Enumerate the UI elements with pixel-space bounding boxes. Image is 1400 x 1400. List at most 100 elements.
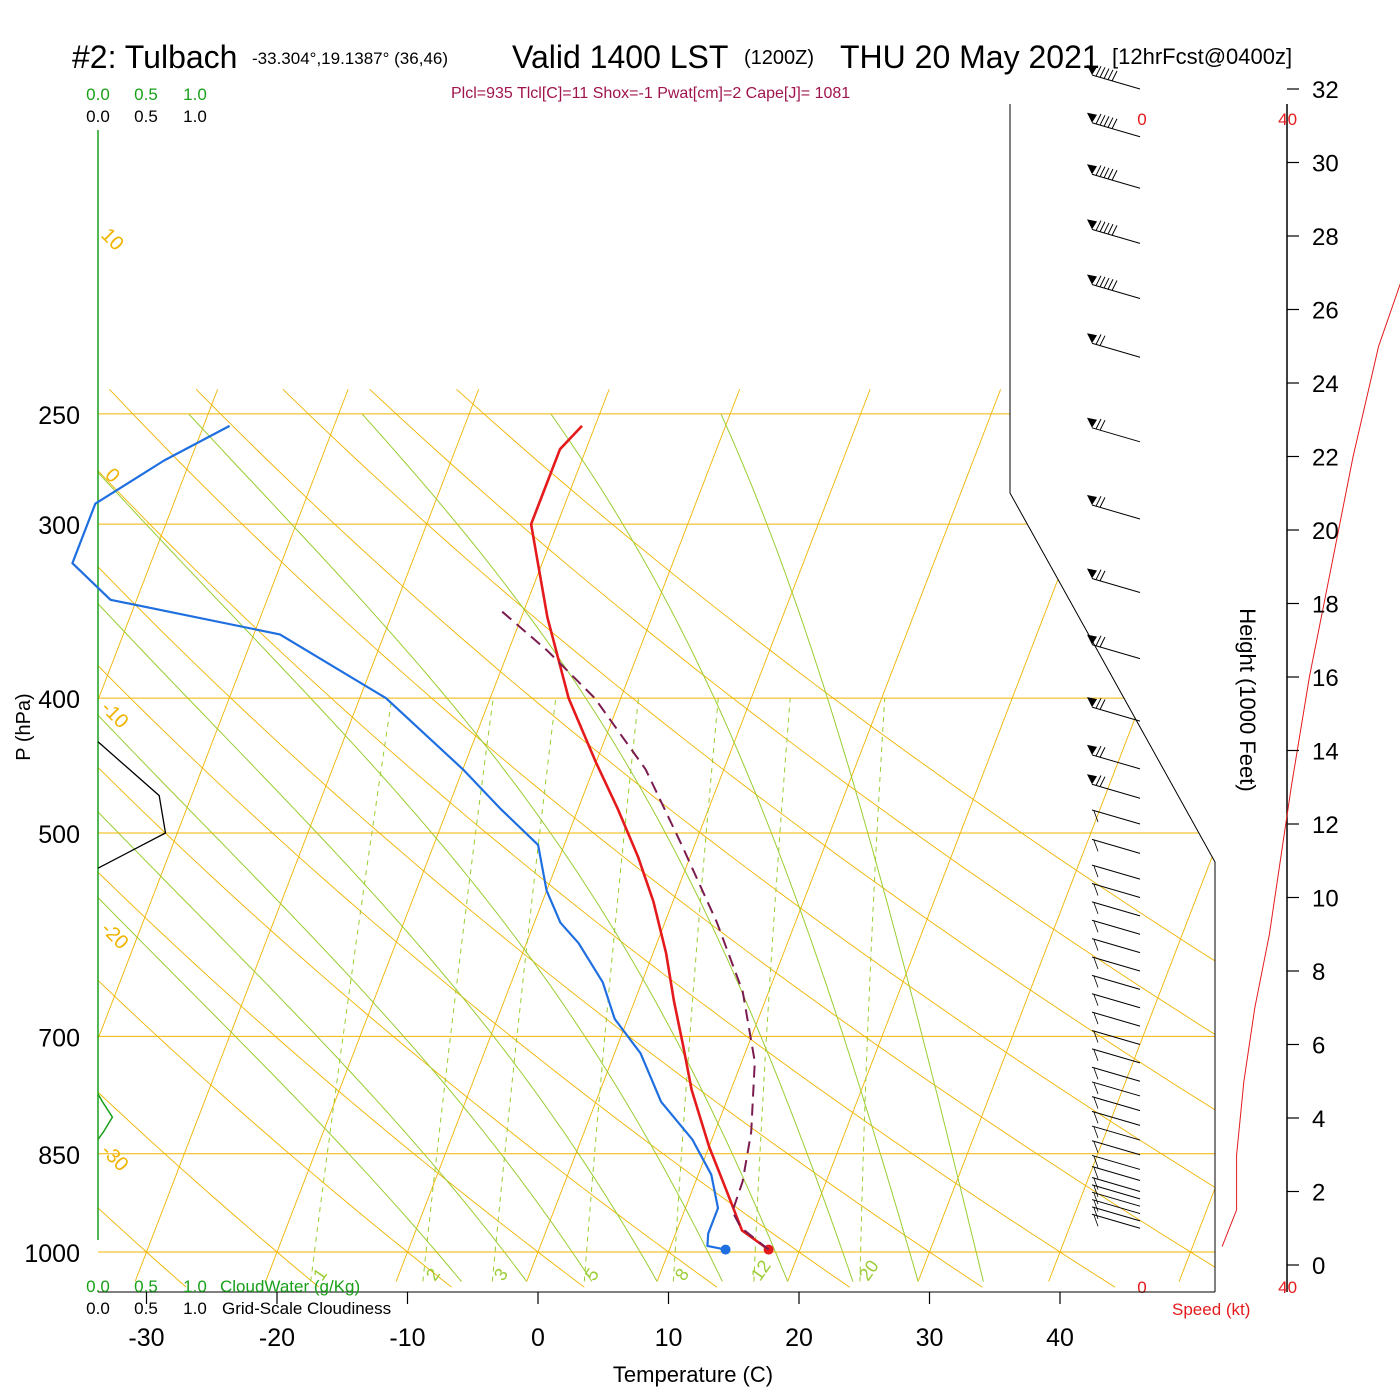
dry-adiabat-label: -20 (96, 918, 132, 954)
dry-adiabat-label: 10 (1042, 519, 1073, 550)
wind-barb (1091, 1206, 1141, 1222)
temperature-tick-label: 30 (916, 1324, 944, 1352)
mixing-ratio-label: 20 (855, 1256, 883, 1284)
dry-adiabat (456, 388, 1215, 1288)
mixing-ratio-label: 2 (422, 1265, 444, 1285)
wind-barb (1091, 1096, 1141, 1112)
wind-barb-feather (1093, 810, 1099, 823)
dry-adiabat (98, 388, 1116, 1288)
moist-adiabat (98, 413, 462, 1282)
isotherm-line (134, 389, 480, 1282)
cloud-water-scale-top: 1.0 (183, 85, 207, 104)
wind-barb (1087, 774, 1141, 799)
wind-barb-flag (1087, 744, 1097, 755)
mixing-ratio-line (583, 698, 639, 1282)
dry-adiabat (98, 389, 718, 1288)
wind-barb-feather (1093, 1178, 1099, 1190)
cloud-water-scale-bottom: 1.0 (183, 1277, 207, 1296)
wind-barb-feather (1095, 220, 1102, 231)
height-tick-label: 30 (1312, 151, 1339, 178)
wind-barb-feather (1093, 902, 1099, 915)
mixing-ratio-line (672, 698, 719, 1282)
dry-adiabat (98, 389, 983, 1288)
wind-barb (1091, 919, 1141, 935)
wind-barb-feather (1095, 334, 1102, 345)
moist-adiabat (98, 413, 528, 1282)
wind-barb (1091, 883, 1141, 898)
wind-barb-staff (1091, 342, 1141, 358)
cloud-water-scale-bottom: 0.5 (134, 1277, 158, 1296)
wind-barb-feather (1099, 114, 1106, 126)
surface-dewpoint-dot (720, 1244, 731, 1255)
wind-barb-feather (1093, 957, 1099, 970)
wind-barb (1091, 1154, 1141, 1170)
dry-adiabat (98, 389, 320, 1288)
wind-barb-feather (1111, 118, 1118, 129)
wind-barb (1091, 974, 1141, 990)
temperature-tick-label: -20 (259, 1324, 295, 1352)
wind-barb-flag (1087, 219, 1097, 230)
temperature-tick-label: -30 (128, 1324, 164, 1352)
wind-barb-staff (1091, 228, 1141, 244)
wind-barb-flag (1087, 697, 1097, 708)
isotherm-line (656, 389, 1002, 1282)
wind-barb-staff (1091, 504, 1141, 520)
wind-barb-feather (1103, 222, 1110, 234)
wind-barb-feather (1103, 167, 1110, 179)
dry-adiabat-label: 0 (1012, 332, 1035, 355)
wind-barb-feather (1093, 1193, 1099, 1205)
wind-barb (1091, 1081, 1141, 1097)
wind-barb-feather (1093, 1167, 1099, 1179)
wind-barb-feather (1093, 939, 1099, 951)
wind-barb (1091, 838, 1141, 854)
wind-barb-flag (1087, 164, 1097, 175)
pressure-tick-label: 850 (38, 1142, 80, 1170)
wind-barb-staff (1091, 122, 1141, 138)
wind-barb (1087, 634, 1141, 660)
cloudiness-scale-bottom: 0.0 (86, 1299, 110, 1318)
wind-barb (1091, 1184, 1141, 1200)
wind-barb-feather (1093, 1068, 1099, 1080)
cloudiness-scale-top: 0.0 (86, 107, 110, 126)
wind-barb-feather (1093, 1156, 1099, 1168)
wind-barb-feather (1093, 1082, 1099, 1095)
wind-barb-feather (1099, 497, 1106, 508)
wind-barb (1091, 938, 1141, 954)
wind-barb-staff (1091, 1081, 1141, 1097)
wind-barb-feather (1095, 635, 1102, 647)
wind-barb-flag (1087, 112, 1097, 123)
wind-barb-staff (1091, 883, 1141, 898)
wind-barb-feather (1093, 884, 1099, 896)
wind-barb-staff (1091, 1125, 1141, 1141)
wind-barb-staff (1091, 864, 1141, 880)
wind-barb-feather (1099, 335, 1106, 346)
wind-barb-staff (1091, 1096, 1141, 1112)
isobars (98, 413, 1215, 1253)
sounding-profiles (71, 424, 774, 1255)
height-tick-label: 14 (1312, 739, 1339, 766)
wind-barb-flag (1087, 568, 1097, 579)
wind-barb-flag (1087, 774, 1097, 785)
wind-barb-feather (1099, 747, 1106, 758)
dry-adiabat (109, 388, 1215, 1288)
cloudiness-scale-top: 0.5 (134, 107, 158, 126)
wind-barb-staff (1091, 577, 1141, 593)
isotherm-line (265, 389, 610, 1282)
speed-tick-bottom: 40 (1278, 1278, 1297, 1297)
wind-barb-feather (1099, 166, 1106, 177)
wind-barb (1091, 1213, 1141, 1229)
height-tick-label: 6 (1312, 1033, 1325, 1060)
station-coords: -33.304°,19.1387° (36,46) (252, 49, 448, 68)
height-tick-label: 26 (1312, 298, 1339, 325)
wind-barb (1091, 1165, 1141, 1181)
temperature-profile (529, 425, 770, 1251)
mixing-ratio-line (859, 698, 886, 1282)
dry-adiabat (282, 388, 1215, 1288)
wind-barb (1087, 219, 1141, 244)
sounding-indices: Plcl=935 Tlcl[C]=11 Shox=-1 Pwat[cm]=2 C… (451, 85, 850, 102)
wind-barb-staff (1091, 1177, 1141, 1192)
cloudiness-scale-bottom: 0.5 (134, 1299, 158, 1318)
height-tick-label: 22 (1312, 445, 1339, 472)
wind-barb-staff (1091, 956, 1141, 972)
